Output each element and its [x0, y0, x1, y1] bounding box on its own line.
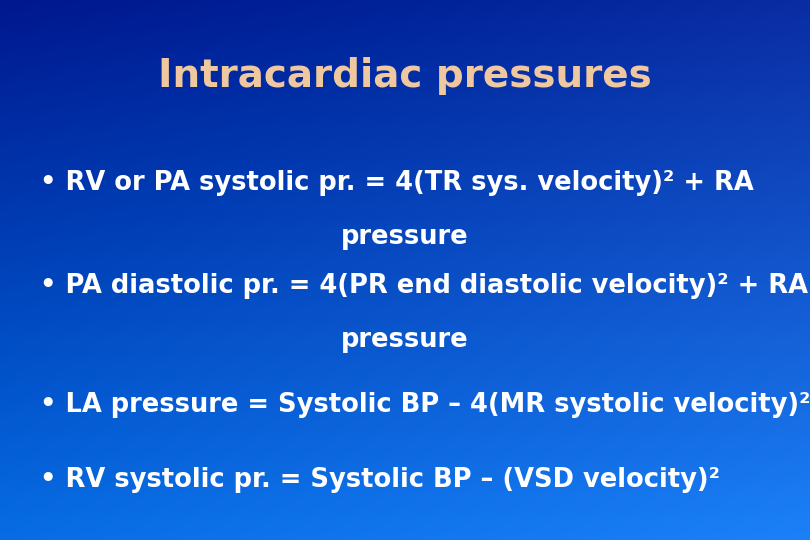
Text: • PA diastolic pr. = 4(PR end diastolic velocity)² + RA: • PA diastolic pr. = 4(PR end diastolic … — [40, 273, 808, 299]
Text: Intracardiac pressures: Intracardiac pressures — [158, 57, 652, 94]
Text: pressure: pressure — [341, 327, 469, 353]
Text: • RV or PA systolic pr. = 4(TR sys. velocity)² + RA: • RV or PA systolic pr. = 4(TR sys. velo… — [40, 170, 754, 196]
Text: • RV systolic pr. = Systolic BP – (VSD velocity)²: • RV systolic pr. = Systolic BP – (VSD v… — [40, 467, 721, 493]
Text: pressure: pressure — [341, 224, 469, 250]
Text: • LA pressure = Systolic BP – 4(MR systolic velocity)²: • LA pressure = Systolic BP – 4(MR systo… — [40, 392, 810, 417]
